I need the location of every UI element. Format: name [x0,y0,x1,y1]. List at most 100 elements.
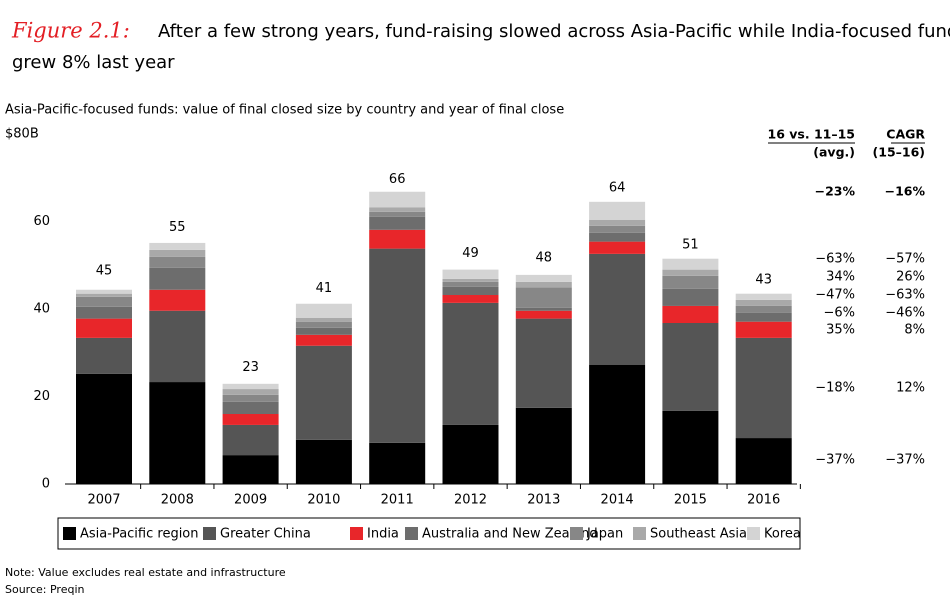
table-header: 16 vs. 11–15 [768,127,855,142]
x-tick-label: 2016 [747,493,780,508]
bar-segment [295,327,352,335]
legend-label: Japan [586,527,623,542]
legend-box [57,517,801,550]
bar-segment [589,365,646,484]
legend-label: India [367,527,399,542]
bar-segment [662,269,719,276]
total-label: 51 [682,237,699,252]
bar-segment [369,248,426,443]
x-tick-label: 2015 [674,493,707,508]
bar-segment [369,207,426,212]
table-cell: 35% [826,323,855,338]
table-cell: −47% [815,288,855,303]
bar-segment [295,334,352,346]
legend-label: Australia and New Zealand [422,527,598,542]
legend-label: Greater China [220,527,311,542]
table-cell: −23% [815,184,856,199]
y-tick-label: 0 [42,477,50,492]
bar-segment [222,383,279,390]
bar-segment [515,287,572,308]
bar-segment [442,302,499,425]
bar-segment [662,410,719,484]
table-cell: 34% [826,270,855,285]
bar-segment [442,281,499,287]
y-tick-label: 40 [33,302,50,317]
legend-swatch [203,527,216,540]
bar-segment [149,289,206,311]
bar-segment [222,424,279,456]
bar-segment [369,229,426,249]
bar-segment [76,296,132,307]
bar-segment [149,310,206,383]
figure-label: Figure 2.1: [11,19,130,43]
legend-label: Southeast Asia [650,527,747,542]
legend-swatch [63,527,76,540]
total-label: 41 [316,281,333,296]
table-cell: 8% [904,323,925,338]
x-tick-label: 2010 [307,493,340,508]
total-label: 45 [96,264,113,279]
bar-segment [222,401,279,414]
bar-segment [149,249,206,257]
bar-segment [295,345,352,440]
table-header: (avg.) [813,145,855,160]
legend-label: Asia-Pacific region [80,527,199,542]
bar-segment [735,305,792,313]
table-cell: −18% [815,381,855,396]
bar-segment [589,241,646,254]
bar-segment [735,312,792,322]
bar-segment [589,219,646,226]
table-header: (15–16) [873,145,925,160]
bar-segment [662,275,719,289]
bar-segment [222,389,279,395]
table-cell: 26% [896,270,925,285]
table-header: CAGR [886,127,925,142]
note: Note: Value excludes real estate and inf… [5,566,286,579]
bar-segment [149,242,206,250]
bar-segment [662,258,719,270]
legend-swatch [570,527,583,540]
bar-segment [295,439,352,484]
x-tick-label: 2008 [161,493,194,508]
total-label: 23 [242,360,259,375]
total-label: 64 [609,181,626,196]
bar-segment [222,455,279,484]
chart-title: After a few strong years, fund-raising s… [158,21,950,42]
table-cell: −6% [823,306,855,321]
table-cell: −37% [885,453,925,468]
total-label: 49 [462,246,479,261]
x-tick-label: 2007 [87,493,120,508]
y-tick-label: 20 [33,389,50,404]
bar-segment [222,394,279,402]
bar-segment [735,337,792,439]
bar-segment [515,407,572,484]
bar-segment [295,321,352,328]
x-tick-label: 2012 [454,493,487,508]
table-cell: −63% [885,288,925,303]
bar-segment [735,321,792,338]
table-cell: −16% [885,184,926,199]
bar-segment [735,438,792,484]
total-label: 55 [169,220,186,235]
bar-segment [442,278,499,282]
x-tick-label: 2011 [381,493,414,508]
x-tick-label: 2014 [601,493,634,508]
bar-segment [442,295,499,303]
legend-swatch [747,527,760,540]
subtitle: Asia-Pacific-focused funds: value of fin… [5,103,564,118]
bar-segment [222,414,279,425]
bar-segment [295,303,352,318]
bar-segment [76,306,132,319]
bar-segment [589,201,646,220]
bar-segment [369,191,426,208]
table-cell: −57% [885,252,925,267]
bar-segment [515,274,572,282]
bar-segment [442,269,499,279]
legend-swatch [633,527,646,540]
bar-segment [76,289,132,294]
bar-segment [442,286,499,295]
bar-segment [76,337,132,374]
bar-segment [589,225,646,233]
bar-segment [149,267,206,290]
